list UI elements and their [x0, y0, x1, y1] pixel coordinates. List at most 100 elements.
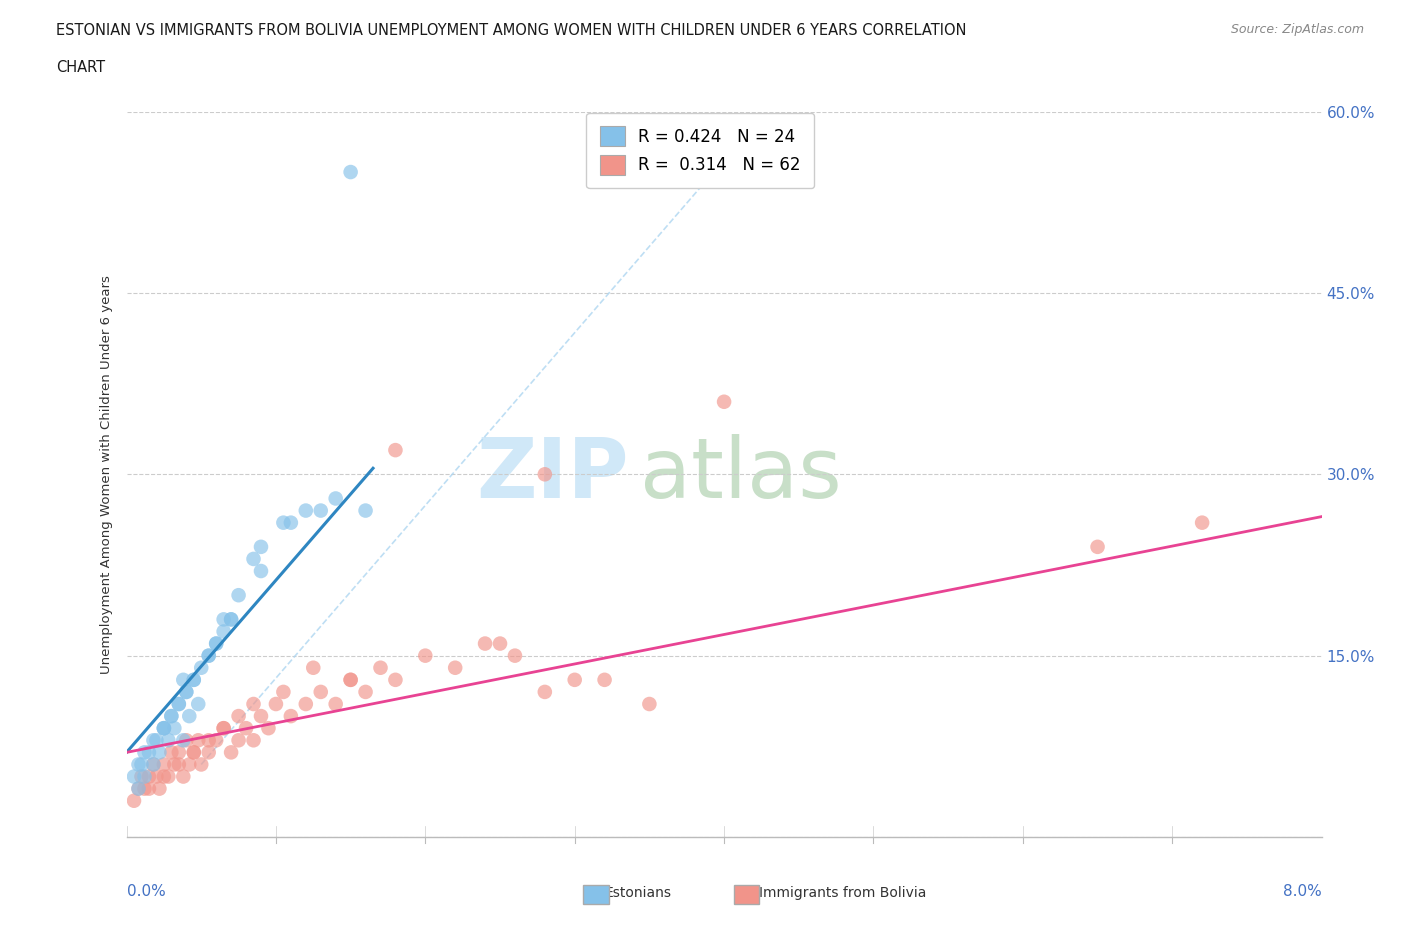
Point: [153, 721, 176, 736]
Point: [145, 769, 167, 784]
Point: [413, 648, 436, 663]
Point: [172, 672, 194, 687]
Point: [167, 697, 190, 711]
Point: [127, 781, 149, 796]
Point: [273, 515, 295, 530]
Point: [228, 588, 250, 603]
Point: [131, 769, 153, 784]
Point: [163, 721, 186, 736]
Point: [183, 745, 205, 760]
Point: [242, 733, 264, 748]
Point: [122, 793, 145, 808]
Point: [280, 515, 302, 530]
Point: [205, 636, 228, 651]
Point: [273, 684, 295, 699]
Point: [187, 733, 209, 748]
Point: [212, 721, 235, 736]
Point: [250, 539, 273, 554]
Point: [174, 733, 197, 748]
Text: ESTONIAN VS IMMIGRANTS FROM BOLIVIA UNEMPLOYMENT AMONG WOMEN WITH CHILDREN UNDER: ESTONIAN VS IMMIGRANTS FROM BOLIVIA UNEM…: [56, 23, 967, 38]
Point: [172, 769, 194, 784]
Point: [219, 612, 242, 627]
Point: [205, 733, 228, 748]
Point: [127, 781, 149, 796]
Point: [142, 733, 165, 748]
Text: ZIP: ZIP: [477, 433, 628, 515]
Point: [190, 757, 212, 772]
Point: [228, 733, 250, 748]
Point: [174, 684, 197, 699]
Point: [157, 769, 180, 784]
Point: [197, 745, 219, 760]
Point: [183, 745, 205, 760]
Point: [138, 745, 160, 760]
Point: [444, 660, 467, 675]
Point: [167, 745, 190, 760]
Point: [339, 672, 361, 687]
Point: [250, 709, 273, 724]
Point: [593, 672, 616, 687]
Point: [280, 709, 302, 724]
Point: [142, 757, 165, 772]
Point: [325, 697, 347, 711]
Point: [172, 733, 194, 748]
Point: [533, 467, 555, 482]
Point: [190, 660, 212, 675]
Point: [212, 624, 235, 639]
Point: [309, 684, 332, 699]
Point: [138, 781, 160, 796]
Point: [142, 757, 165, 772]
Point: [212, 721, 235, 736]
Point: [339, 672, 361, 687]
Point: [138, 769, 160, 784]
Point: [235, 721, 257, 736]
Point: [228, 709, 250, 724]
Point: [309, 503, 332, 518]
Point: [183, 672, 205, 687]
Point: [134, 745, 156, 760]
Point: [127, 757, 149, 772]
Text: CHART: CHART: [56, 60, 105, 75]
Point: [219, 745, 242, 760]
Point: [242, 551, 264, 566]
Point: [564, 672, 586, 687]
Point: [167, 757, 190, 772]
Point: [354, 503, 377, 518]
Point: [167, 697, 190, 711]
Point: [153, 757, 176, 772]
Point: [533, 684, 555, 699]
Point: [174, 684, 197, 699]
Point: [713, 394, 735, 409]
Point: [205, 636, 228, 651]
Point: [339, 165, 361, 179]
Y-axis label: Unemployment Among Women with Children Under 6 years: Unemployment Among Women with Children U…: [100, 275, 114, 673]
Point: [183, 672, 205, 687]
Text: Source: ZipAtlas.com: Source: ZipAtlas.com: [1230, 23, 1364, 36]
Point: [179, 757, 201, 772]
Point: [148, 781, 170, 796]
Point: [160, 745, 183, 760]
Point: [1191, 515, 1213, 530]
Point: [197, 648, 219, 663]
Text: 0.0%: 0.0%: [127, 884, 166, 899]
Point: [384, 672, 406, 687]
Point: [384, 443, 406, 458]
Point: [212, 612, 235, 627]
Point: [134, 769, 156, 784]
Point: [153, 721, 176, 736]
Point: [370, 660, 392, 675]
Point: [257, 721, 280, 736]
Point: [131, 757, 153, 772]
Point: [302, 660, 325, 675]
Point: [474, 636, 496, 651]
Text: 8.0%: 8.0%: [1282, 884, 1322, 899]
Text: Immigrants from Bolivia: Immigrants from Bolivia: [759, 885, 927, 900]
Point: [197, 648, 219, 663]
Text: atlas: atlas: [640, 433, 842, 515]
Point: [197, 733, 219, 748]
Point: [503, 648, 526, 663]
Point: [122, 769, 145, 784]
Point: [325, 491, 347, 506]
Point: [157, 733, 180, 748]
Point: [179, 709, 201, 724]
